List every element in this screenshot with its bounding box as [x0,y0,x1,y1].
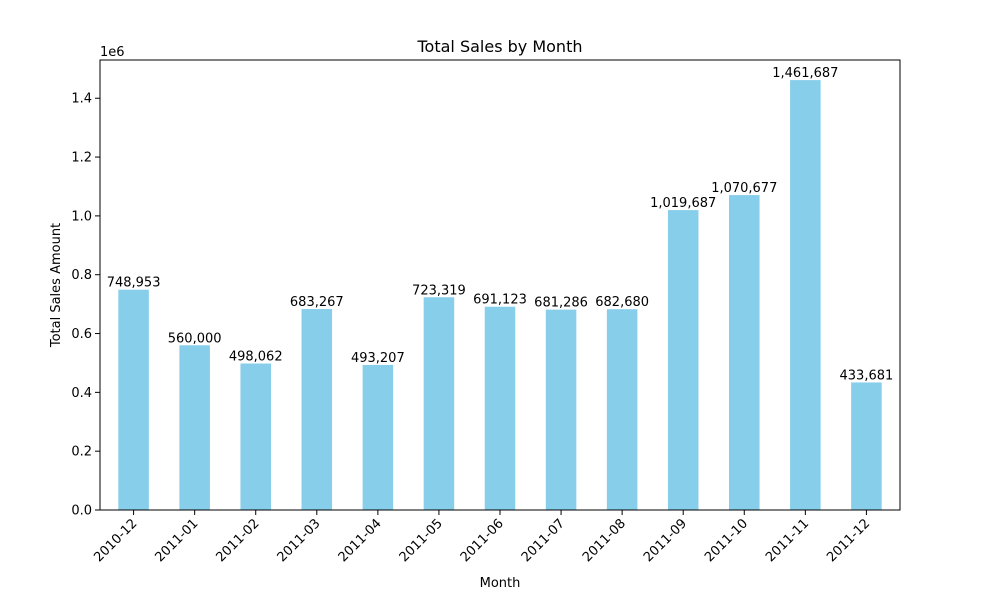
x-axis-label: Month [480,576,521,591]
y-tick-label: 1.4 [71,92,92,107]
y-tick-label: 0.4 [71,386,92,401]
y-axis-label: Total Sales Amount [49,223,64,348]
y-tick-label: 1.0 [71,209,92,224]
data-label-2011-08: 682,680 [595,295,649,310]
chart-title: Total Sales by Month [417,37,583,56]
y-tick-label: 0.0 [71,504,92,519]
data-label-2011-01: 560,000 [168,331,222,346]
y-axis-offset-label: 1e6 [100,45,125,60]
bar-2011-03 [301,309,333,510]
y-tick-label: 1.2 [71,151,92,166]
bar-2011-01 [179,345,210,510]
data-label-2011-04: 493,207 [351,351,405,366]
data-label-2011-11: 1,461,687 [772,66,838,81]
bar-2011-08 [606,309,638,510]
bar-2011-09 [667,210,699,511]
data-label-2011-09: 1,019,687 [650,196,716,211]
data-label-2011-02: 498,062 [229,350,283,365]
data-label-2011-10: 1,070,677 [711,181,777,196]
y-tick-label: 0.2 [71,445,92,460]
bar-2011-05 [423,297,455,510]
data-label-2010-12: 748,953 [107,276,161,291]
y-tick-label: 0.6 [71,327,92,342]
bar-2011-02 [240,363,271,510]
plot-frame [99,59,901,511]
data-label-2011-07: 681,286 [534,296,588,311]
bar-2010-12 [118,289,149,510]
bar-2011-10 [729,195,760,510]
y-tick-label: 0.8 [71,268,92,283]
data-label-2011-06: 691,123 [473,293,527,308]
data-labels-layer: 748,953 560,000 498,062 683,267 493,207 723,3… [107,66,894,383]
y-axis: 0.0 0.2 0.4 0.6 0.8 1.0 1.2 1.4 [71,92,100,519]
data-label-2011-05: 723,319 [412,283,466,298]
bars-layer [118,80,882,511]
data-label-2011-12: 433,681 [840,368,894,383]
bar-2011-04 [362,364,394,510]
bar-2011-06 [484,306,516,510]
data-label-2011-03: 683,267 [290,295,344,310]
bar-2011-12 [851,382,882,510]
bar-2011-11 [790,80,821,511]
bar-2011-07 [545,309,577,510]
